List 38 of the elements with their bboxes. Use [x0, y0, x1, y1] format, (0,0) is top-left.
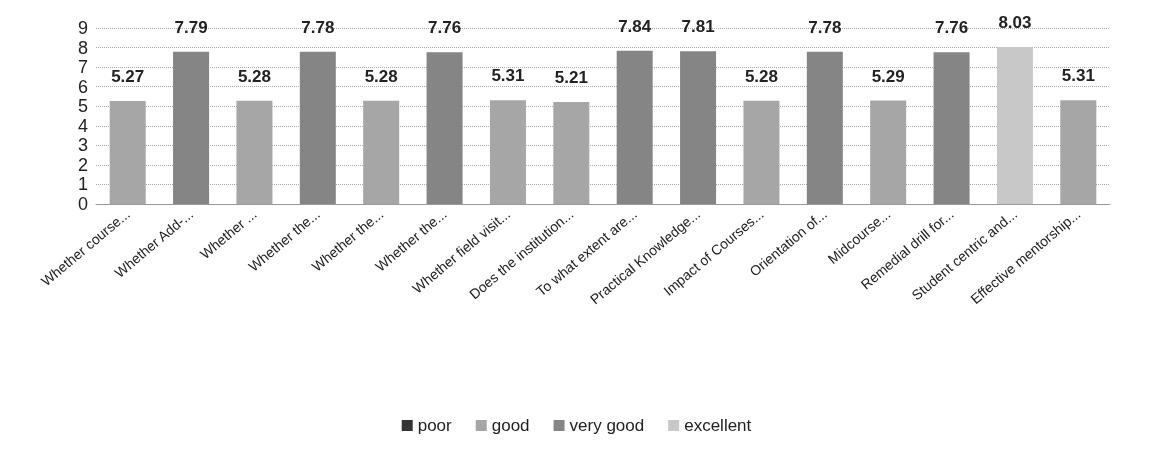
data-label: 5.28: [744, 66, 778, 86]
data-label: 5.31: [1061, 66, 1095, 86]
bar: [426, 52, 463, 204]
y-tick-label: 4: [77, 115, 88, 136]
data-label: 7.76: [428, 18, 462, 38]
bar: [173, 51, 210, 204]
legend-label: poor: [417, 416, 453, 435]
data-label: 5.27: [111, 66, 145, 86]
y-tick-label: 1: [77, 174, 88, 195]
y-tick-label: 5: [77, 96, 88, 117]
data-label: 7.81: [681, 17, 715, 37]
bar: [299, 51, 336, 204]
legend-label: good: [491, 416, 530, 435]
data-label: 7.76: [935, 18, 969, 38]
data-label: 5.29: [871, 66, 905, 86]
bar: [933, 52, 970, 204]
bar: [996, 46, 1033, 204]
y-tick-label: 3: [77, 135, 88, 156]
bar: [680, 51, 717, 204]
legend-label: excellent: [684, 416, 752, 435]
data-label: 5.28: [364, 66, 398, 86]
y-tick-label: 8: [77, 37, 88, 58]
y-tick-label: 6: [77, 76, 88, 97]
y-tick-label: 2: [77, 154, 88, 175]
legend-label: very good: [569, 416, 645, 435]
y-tick-label: 0: [77, 194, 88, 214]
data-label: 5.28: [237, 66, 271, 86]
data-label: 5.31: [491, 66, 525, 86]
y-tick-label: 7: [77, 57, 88, 78]
bar: [806, 51, 843, 204]
data-label: 5.21: [554, 68, 588, 88]
bar: [616, 50, 653, 204]
data-label: 7.79: [174, 17, 208, 37]
data-label: 7.78: [301, 17, 335, 37]
y-tick-label: 9: [77, 18, 88, 38]
data-label: 7.84: [618, 16, 652, 36]
data-label: 8.03: [998, 12, 1032, 32]
data-label: 7.78: [808, 17, 842, 37]
